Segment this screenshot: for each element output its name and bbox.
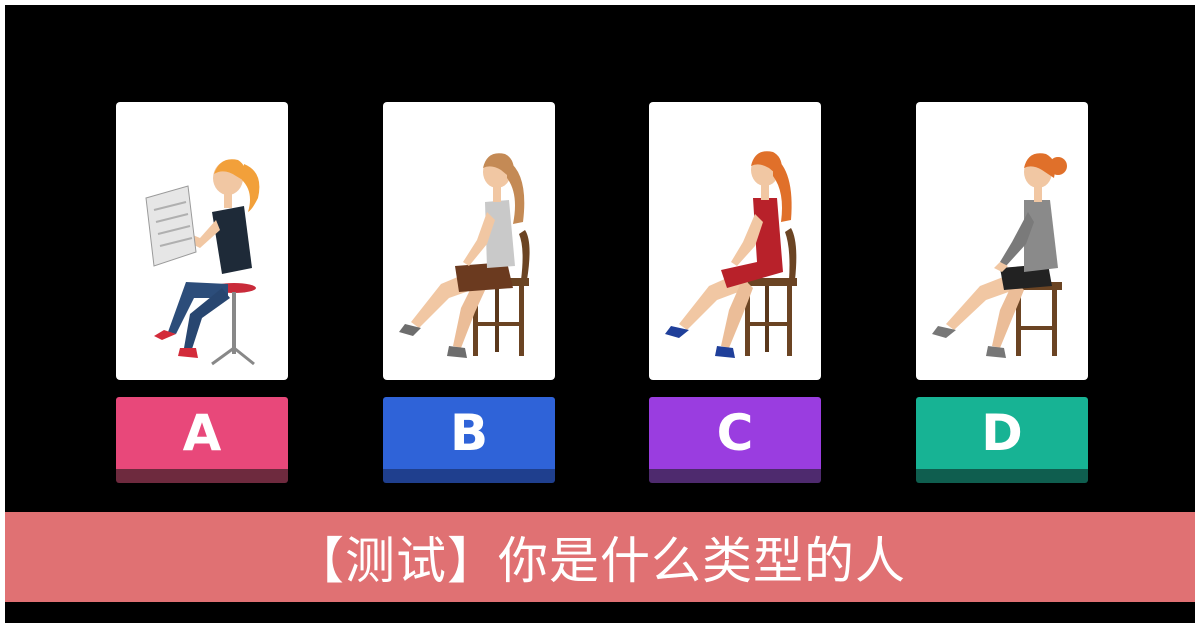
option-b-label: B bbox=[449, 404, 489, 462]
title-banner: 【测试】你是什么类型的人 bbox=[5, 512, 1195, 602]
option-a-button[interactable]: A bbox=[116, 397, 288, 483]
option-a-label: A bbox=[182, 404, 222, 462]
woman-in-gray-suit-on-wooden-stool-image bbox=[932, 153, 1067, 358]
page-title: 【测试】你是什么类型的人 bbox=[294, 532, 906, 590]
option-d-illustration[interactable] bbox=[916, 102, 1088, 380]
woman-in-red-dress-on-wooden-chair-image bbox=[665, 151, 797, 358]
option-b-button[interactable]: B bbox=[383, 397, 555, 483]
option-a-face: A bbox=[116, 397, 288, 469]
option-a-illustration[interactable] bbox=[116, 102, 288, 380]
option-d-face: D bbox=[916, 397, 1088, 469]
option-c-face: C bbox=[649, 397, 821, 469]
option-a-shadow bbox=[116, 469, 288, 483]
option-c-button[interactable]: C bbox=[649, 397, 821, 483]
option-d-shadow bbox=[916, 469, 1088, 483]
option-b-shadow bbox=[383, 469, 555, 483]
quiz-stage: A B C D 【测试】你是什么类型的人 bbox=[5, 5, 1195, 623]
option-c-label: C bbox=[716, 404, 754, 462]
option-d-button[interactable]: D bbox=[916, 397, 1088, 483]
option-c-illustration[interactable] bbox=[649, 102, 821, 380]
woman-seated-on-wooden-chair-image bbox=[399, 153, 530, 358]
option-c-shadow bbox=[649, 469, 821, 483]
woman-reading-newspaper-on-stool-image bbox=[145, 159, 260, 366]
option-d-label: D bbox=[981, 404, 1023, 462]
option-b-face: B bbox=[383, 397, 555, 469]
option-b-illustration[interactable] bbox=[383, 102, 555, 380]
